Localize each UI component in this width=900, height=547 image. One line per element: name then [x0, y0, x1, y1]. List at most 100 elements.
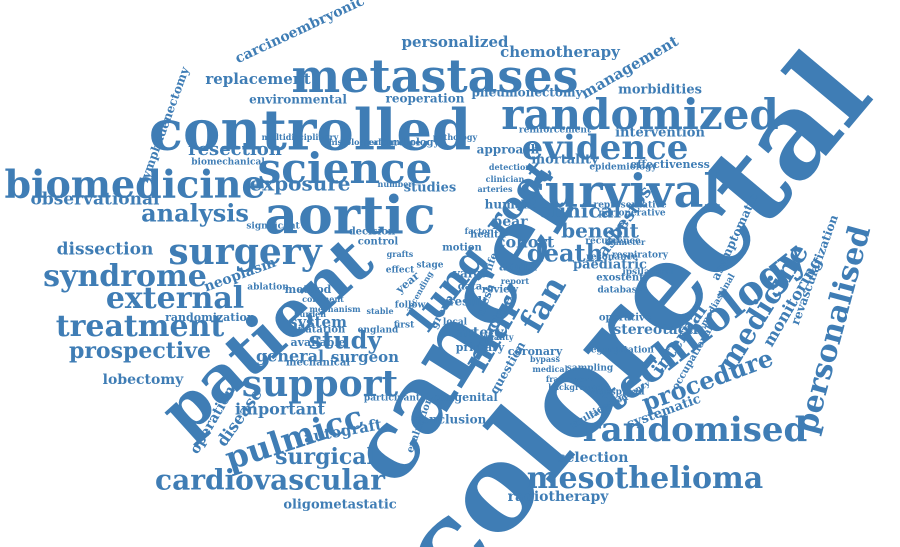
- cloud-word-clinical: clinical: [539, 199, 622, 223]
- cloud-word-human: human: [485, 198, 532, 212]
- cloud-word-intervention: intervention: [615, 126, 705, 141]
- cloud-word-system: system: [289, 313, 347, 331]
- cloud-word-operative: operative: [599, 313, 651, 324]
- cloud-word-dilatation: dilatation: [291, 325, 346, 336]
- cloud-word-environmental: environmental: [249, 93, 347, 107]
- cloud-word-coronary: coronary: [508, 345, 563, 358]
- cloud-word-burden: burden: [294, 309, 326, 319]
- cloud-word-grafts: grafts: [387, 249, 414, 259]
- cloud-word-primary: primary: [456, 341, 505, 354]
- cloud-word-aorta: aorta: [499, 260, 538, 275]
- cloud-word-multidisciplinary: multidisciplinary: [262, 132, 339, 142]
- cloud-word-mesothelioma: mesothelioma: [527, 461, 763, 496]
- cloud-word-survival: survival: [519, 164, 721, 218]
- cloud-word-ipsilateral: ipsilateral: [622, 268, 674, 278]
- cloud-word-general: general: [256, 347, 324, 366]
- cloud-word-performance: performance: [363, 137, 420, 147]
- cloud-word-lobectomy: lobectomy: [103, 372, 184, 388]
- cloud-word-factor: factor: [465, 226, 493, 236]
- cloud-word-effectiveness: effectiveness: [630, 158, 710, 171]
- cloud-word-artery: artery: [456, 325, 504, 341]
- cloud-word-oligometastatic: oligometastatic: [283, 498, 396, 513]
- cloud-word-biomechanical: biomechanical: [191, 158, 265, 168]
- cloud-word-widespread: widespread: [586, 388, 645, 398]
- cloud-word-treatment: treatment: [56, 309, 225, 344]
- cloud-word-congenital: congenital: [432, 391, 497, 404]
- cloud-word-medical: medical: [532, 364, 567, 374]
- cloud-word-report: report: [501, 276, 529, 286]
- cloud-word-epidemiology: epidemiology: [589, 163, 657, 173]
- cloud-word-pneumonectomy: pneumonectomy: [471, 86, 583, 100]
- cloud-word-approach: approach: [477, 143, 540, 157]
- cloud-word-selection: selection: [558, 450, 629, 466]
- cloud-word-resonance: resonance: [586, 253, 638, 263]
- cloud-word-arteries: arteries: [477, 184, 513, 194]
- cloud-word-dissection: dissection: [57, 240, 154, 260]
- cloud-word-observational: observational: [31, 190, 160, 210]
- cloud-word-prospective: prospective: [69, 338, 211, 364]
- cloud-word-quality: quality: [482, 332, 513, 342]
- cloud-word-framework: framework: [546, 374, 595, 384]
- cloud-word-participant: participant: [364, 394, 421, 404]
- cloud-word-stage: stage: [416, 261, 443, 271]
- cloud-word-motion: motion: [442, 243, 482, 254]
- cloud-word-result: result: [448, 295, 488, 309]
- cloud-word-randomised: randomised: [583, 410, 808, 450]
- cloud-word-analysis: analysis: [141, 199, 249, 228]
- cloud-word-external: external: [106, 281, 244, 316]
- cloud-word-surgical: surgical: [275, 444, 375, 470]
- cloud-word-follow: follow: [395, 301, 426, 311]
- cloud-word-mechanism: mechanism: [309, 304, 361, 314]
- cloud-word-personalized: personalized: [402, 33, 509, 51]
- cloud-word-decision: decision: [349, 227, 396, 238]
- cloud-word-local: local: [443, 318, 468, 328]
- cloud-word-support: support: [242, 363, 399, 405]
- cloud-word-randomization: randomization: [165, 311, 255, 324]
- cloud-word-stable: stable: [366, 306, 393, 316]
- cloud-word-exposure: exposure: [249, 172, 350, 196]
- cloud-word-mortality: mortality: [531, 153, 599, 168]
- cloud-word-health: health: [470, 230, 507, 241]
- cloud-word-database: database: [597, 286, 642, 296]
- cloud-word-chemotherapy: chemotherapy: [500, 43, 621, 61]
- cloud-word-exostent: exostent: [596, 273, 644, 284]
- cloud-word-randomized: randomized: [501, 90, 779, 139]
- cloud-word-background: background: [548, 382, 602, 392]
- cloud-word-comment: comment: [302, 294, 344, 304]
- cloud-word-effect: effect: [386, 266, 415, 276]
- cloud-word-first: first: [394, 321, 415, 331]
- cloud-word-perioperative: perioperative: [598, 209, 666, 219]
- cloud-word-benefit: benefit: [561, 219, 640, 243]
- cloud-word-number: number: [378, 179, 414, 189]
- cloud-word-conclusion: conclusion: [414, 413, 487, 427]
- cloud-word-available: available: [291, 336, 346, 349]
- cloud-word-data: data: [458, 282, 483, 293]
- cloud-word-diameter: diameter: [605, 237, 646, 247]
- cloud-word-surgeon: surgeon: [331, 348, 399, 366]
- cloud-word-representative: representative: [593, 201, 666, 211]
- cloud-word-pathology: pathology: [433, 132, 478, 142]
- cloud-word-important: important: [235, 400, 326, 419]
- cloud-word-paediatric: paediatric: [573, 258, 647, 273]
- cloud-word-histological: histological: [329, 137, 382, 147]
- cloud-word-cohort: cohort: [496, 233, 555, 252]
- cloud-word-reoperation: reoperation: [386, 92, 465, 106]
- cloud-word-cardiology: cardiology: [381, 138, 441, 149]
- cloud-word-study: study: [309, 326, 383, 355]
- cloud-word-metastases: metastases: [291, 49, 578, 103]
- cloud-word-bypass: bypass: [530, 354, 561, 364]
- cloud-word-cardiovascular: cardiovascular: [155, 464, 386, 497]
- cloud-word-review: review: [482, 285, 519, 296]
- cloud-word-biomedicine: biomedicine: [4, 162, 265, 207]
- cloud-word-syndrome: syndrome: [43, 259, 207, 294]
- cloud-word-resection: resection: [188, 139, 282, 160]
- cloud-word-science: science: [258, 144, 433, 193]
- cloud-word-death: death: [527, 239, 603, 268]
- cloud-word-radiotherapy: radiotherapy: [508, 489, 610, 505]
- cloud-word-valve: valve: [452, 267, 487, 281]
- cloud-word-surgery: surgery: [168, 231, 322, 273]
- cloud-word-studies: studies: [404, 181, 456, 196]
- cloud-word-sampling: sampling: [567, 364, 614, 374]
- cloud-word-method: method: [285, 283, 332, 296]
